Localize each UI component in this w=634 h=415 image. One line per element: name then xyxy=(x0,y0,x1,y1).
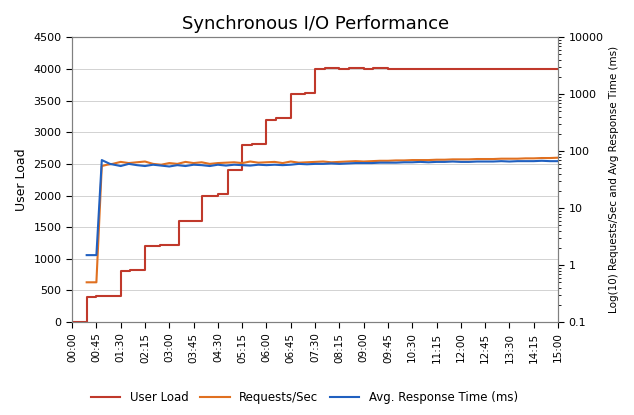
User Load xyxy=(384,66,392,71)
User Load xyxy=(83,320,91,325)
User Load xyxy=(554,66,562,71)
Requests/Sec xyxy=(157,162,165,167)
Avg. Response Time (ms) xyxy=(98,158,106,163)
Requests/Sec xyxy=(230,160,238,165)
Avg. Response Time (ms) xyxy=(165,164,173,169)
User Load xyxy=(117,269,124,274)
Requests/Sec xyxy=(554,155,562,160)
User Load xyxy=(156,244,164,249)
User Load xyxy=(127,269,134,274)
User Load xyxy=(384,66,392,71)
User Load xyxy=(156,242,164,247)
User Load xyxy=(321,66,328,71)
User Load xyxy=(238,168,246,173)
Requests/Sec xyxy=(83,280,91,285)
User Load xyxy=(175,242,183,247)
Avg. Response Time (ms) xyxy=(433,159,441,164)
User Load xyxy=(302,92,309,97)
User Load xyxy=(127,268,134,273)
User Load xyxy=(198,218,205,223)
User Load xyxy=(370,66,377,71)
User Load xyxy=(248,141,256,146)
User Load xyxy=(311,66,319,71)
User Load xyxy=(321,66,328,71)
User Load xyxy=(311,90,319,95)
Line: Avg. Response Time (ms): Avg. Response Time (ms) xyxy=(87,160,558,255)
User Load xyxy=(93,294,100,299)
Title: Synchronous I/O Performance: Synchronous I/O Performance xyxy=(181,15,449,33)
User Load xyxy=(262,141,270,146)
User Load xyxy=(346,66,353,71)
User Load xyxy=(302,90,309,95)
Line: Requests/Sec: Requests/Sec xyxy=(87,158,558,282)
User Load xyxy=(335,66,343,71)
Avg. Response Time (ms) xyxy=(554,159,562,164)
User Load xyxy=(214,192,222,197)
User Load xyxy=(175,218,183,223)
Avg. Response Time (ms) xyxy=(83,253,91,258)
Requests/Sec xyxy=(198,160,205,165)
Legend: User Load, Requests/Sec, Avg. Response Time (ms): User Load, Requests/Sec, Avg. Response T… xyxy=(86,387,523,409)
User Load xyxy=(335,66,343,71)
User Load xyxy=(83,294,91,299)
User Load xyxy=(198,193,205,198)
User Load xyxy=(273,116,280,121)
Requests/Sec xyxy=(214,161,222,166)
User Load xyxy=(224,192,231,197)
User Load xyxy=(224,168,231,173)
User Load xyxy=(248,142,256,147)
User Load xyxy=(214,193,222,198)
User Load xyxy=(141,244,149,249)
Y-axis label: Log(10) Requests/Sec and Avg Response Time (ms): Log(10) Requests/Sec and Avg Response Ti… xyxy=(609,46,619,313)
Avg. Response Time (ms) xyxy=(141,164,149,168)
User Load xyxy=(360,66,368,71)
User Load xyxy=(238,142,246,147)
User Load xyxy=(370,66,377,71)
User Load xyxy=(68,320,76,325)
Avg. Response Time (ms) xyxy=(214,162,222,167)
User Load xyxy=(117,293,124,298)
Y-axis label: User Load: User Load xyxy=(15,149,28,211)
User Load xyxy=(346,66,353,71)
Requests/Sec xyxy=(376,158,384,163)
User Load xyxy=(93,293,100,298)
Avg. Response Time (ms) xyxy=(106,161,113,166)
User Load xyxy=(287,92,295,97)
User Load xyxy=(360,66,368,71)
Avg. Response Time (ms) xyxy=(335,161,343,166)
User Load xyxy=(273,117,280,122)
Requests/Sec xyxy=(238,161,246,166)
User Load xyxy=(287,116,295,121)
User Load xyxy=(262,117,270,122)
Line: User Load: User Load xyxy=(72,68,558,322)
User Load xyxy=(141,268,149,273)
